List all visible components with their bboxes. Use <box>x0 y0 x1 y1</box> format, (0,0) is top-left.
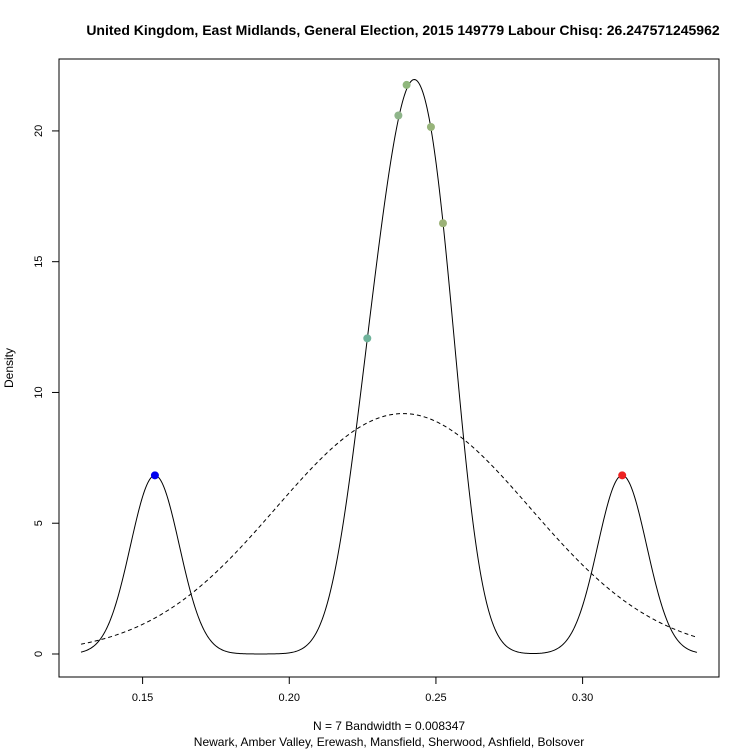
x-axis: 0.15 0.20 0.25 0.30 <box>132 677 593 704</box>
kde-density-curve <box>80 79 698 655</box>
x-axis-label-constituencies: Newark, Amber Valley, Erewash, Mansfield… <box>194 735 584 749</box>
x-tick-label: 0.20 <box>279 692 300 704</box>
x-tick-label: 0.30 <box>572 692 593 704</box>
data-point <box>618 471 627 480</box>
data-point <box>150 471 159 480</box>
y-tick-label: 5 <box>33 520 45 526</box>
chart-title: United Kingdom, East Midlands, General E… <box>86 22 720 38</box>
data-point <box>394 111 403 120</box>
data-points <box>150 80 627 480</box>
x-tick-label: 0.25 <box>425 692 446 704</box>
y-axis-label: Density <box>2 348 16 388</box>
data-point <box>426 122 435 131</box>
y-axis: 0 5 10 15 20 <box>33 125 59 657</box>
data-point <box>363 334 372 343</box>
plot-frame <box>58 58 720 678</box>
data-point <box>438 219 447 228</box>
normal-reference-curve <box>80 413 698 645</box>
x-tick-label: 0.15 <box>132 692 153 704</box>
data-point <box>402 80 411 89</box>
x-axis-label-stats: N = 7 Bandwidth = 0.008347 <box>313 719 465 733</box>
y-tick-label: 10 <box>33 386 45 398</box>
y-tick-label: 20 <box>33 125 45 137</box>
y-tick-label: 15 <box>33 256 45 268</box>
y-tick-label: 0 <box>33 651 45 657</box>
